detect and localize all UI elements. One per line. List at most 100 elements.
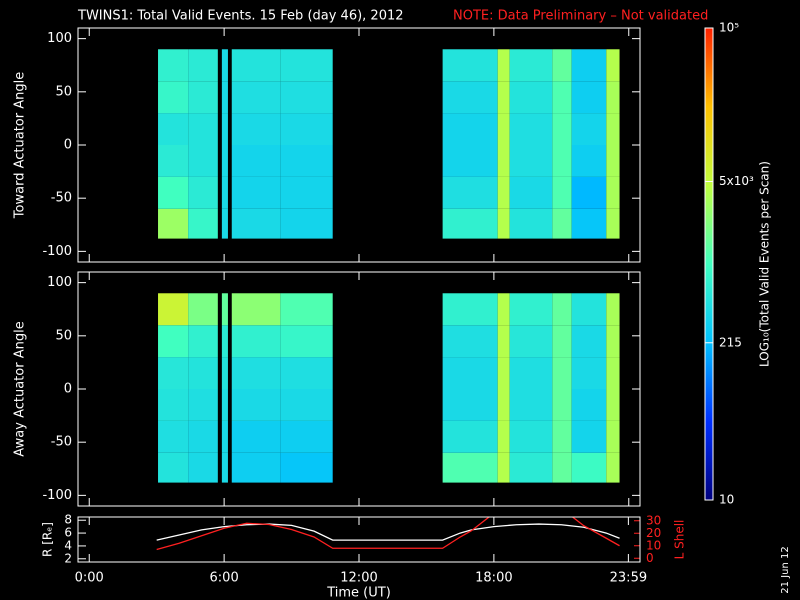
- heat-cell: [497, 81, 510, 114]
- x-axis-label: Time (UT): [326, 586, 391, 600]
- heat-cell: [158, 389, 189, 421]
- heat-cell: [552, 420, 572, 453]
- heat-cell: [158, 81, 189, 114]
- heat-cell: [442, 325, 498, 358]
- heat-cell: [552, 357, 572, 389]
- heat-cell: [552, 145, 572, 177]
- heat-cell: [509, 389, 553, 421]
- heat-cell: [231, 293, 281, 326]
- y-tick-label: 2: [64, 551, 72, 565]
- heat-cell: [606, 293, 620, 326]
- y-tick-label: 0: [64, 382, 72, 397]
- heat-cell: [606, 113, 620, 145]
- heat-cell: [188, 325, 218, 358]
- heat-cell: [509, 145, 553, 177]
- heat-cell: [571, 420, 607, 453]
- heat-cell: [221, 49, 228, 82]
- heat-cell: [280, 145, 333, 177]
- heat-cell: [442, 176, 498, 209]
- heat-cell: [231, 113, 281, 145]
- heat-cell: [231, 176, 281, 209]
- heat-cell: [552, 208, 572, 239]
- y-tick-label: 100: [47, 31, 72, 46]
- heat-cell: [509, 49, 553, 82]
- heat-cell: [231, 357, 281, 389]
- heat-cell: [571, 208, 607, 239]
- heat-cell: [231, 420, 281, 453]
- heat-cell: [442, 389, 498, 421]
- heat-cell: [497, 49, 510, 82]
- heat-cell: [606, 81, 620, 114]
- heat-cell: [188, 176, 218, 209]
- heat-cell: [606, 452, 620, 483]
- heat-cell: [158, 293, 189, 326]
- heat-cell: [571, 293, 607, 326]
- heat-cell: [442, 293, 498, 326]
- heat-cell: [231, 208, 281, 239]
- y-tick-label: 100: [47, 275, 72, 290]
- heat-cell: [221, 81, 228, 114]
- heat-cell: [158, 208, 189, 239]
- heat-cell: [442, 452, 498, 483]
- x-tick-label: 23:59: [610, 571, 647, 586]
- x-tick-label: 12:00: [340, 571, 377, 586]
- heat-cell: [188, 49, 218, 82]
- heat-cell: [221, 452, 228, 483]
- heat-cell: [552, 389, 572, 421]
- heat-cell: [221, 113, 228, 145]
- y-tick-label: 50: [55, 328, 72, 343]
- heat-cell: [552, 81, 572, 114]
- heat-cell: [158, 452, 189, 483]
- y-tick-label: 4: [64, 538, 72, 552]
- heat-cell: [497, 420, 510, 453]
- heat-cell: [509, 420, 553, 453]
- colorbar-tick-label: 10: [719, 493, 734, 507]
- y2-axis-label: L Shell: [673, 520, 687, 560]
- heat-cell: [497, 113, 510, 145]
- heat-cell: [552, 452, 572, 483]
- heat-cell: [509, 81, 553, 114]
- heat-cell: [571, 452, 607, 483]
- heat-cell: [231, 325, 281, 358]
- heat-cell: [606, 420, 620, 453]
- heat-cell: [188, 293, 218, 326]
- colorbar-tick-label: 10⁵: [719, 21, 739, 35]
- x-tick-label: 6:00: [210, 571, 239, 586]
- heat-cell: [280, 452, 333, 483]
- y2-tick-label: 20: [646, 526, 661, 540]
- colorbar: [704, 27, 714, 501]
- heat-cell: [497, 145, 510, 177]
- y-tick-label: 8: [64, 513, 72, 527]
- heat-cell: [280, 420, 333, 453]
- heat-cell: [606, 389, 620, 421]
- y-tick-label: 50: [55, 84, 72, 99]
- colorbar-label: LOG₁₀(Total Valid Events per Scan): [758, 161, 772, 367]
- y-tick-label: -100: [42, 244, 72, 259]
- x-tick-label: 18:00: [475, 571, 512, 586]
- heat-cell: [221, 293, 228, 326]
- colorbar-tick-label: 215: [719, 335, 742, 349]
- heat-cell: [606, 176, 620, 209]
- heat-cell: [188, 420, 218, 453]
- plot-frame: [77, 516, 641, 563]
- plot-frame: [77, 271, 641, 507]
- heat-cell: [221, 176, 228, 209]
- heat-cell: [606, 208, 620, 239]
- heat-cell: [497, 325, 510, 358]
- heat-cell: [497, 293, 510, 326]
- heat-cell: [497, 357, 510, 389]
- heat-cell: [221, 420, 228, 453]
- heat-cell: [571, 176, 607, 209]
- heat-cell: [188, 113, 218, 145]
- heat-cell: [552, 176, 572, 209]
- heat-cell: [231, 49, 281, 82]
- y2-tick-label: 10: [646, 538, 661, 552]
- heat-cell: [188, 357, 218, 389]
- heat-cell: [497, 389, 510, 421]
- y-axis-label: Toward Actuator Angle: [13, 72, 28, 219]
- heat-cell: [280, 389, 333, 421]
- colorbar-tick-label: 5x10³: [719, 174, 754, 188]
- heat-cell: [497, 452, 510, 483]
- heat-cell: [221, 325, 228, 358]
